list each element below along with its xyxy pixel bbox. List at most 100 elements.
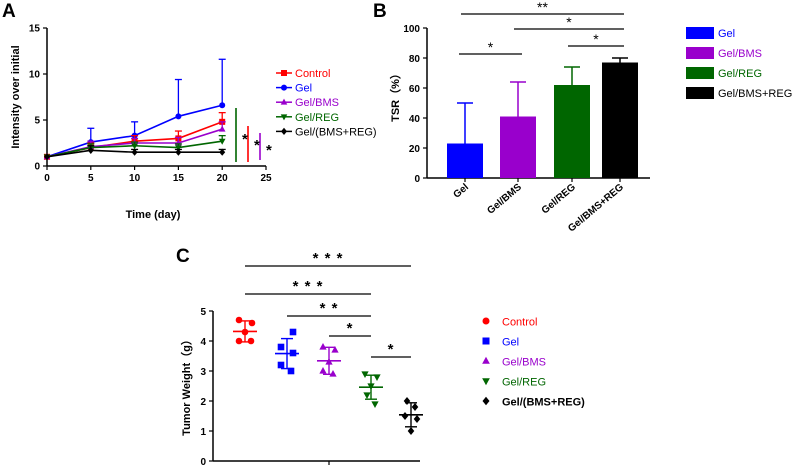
panel-b-legend-swatch-gel-bms-reg bbox=[686, 87, 714, 99]
panel-c-point-gel-bms bbox=[329, 370, 337, 377]
panel-c-significance-label: * * * bbox=[313, 250, 344, 267]
panel-a-significance-star: * bbox=[242, 131, 248, 148]
panel-c-point-gel-bms-reg bbox=[407, 427, 415, 435]
panel-b-letter: B bbox=[373, 1, 387, 22]
panel-b-legend-label-gel-reg: Gel/REG bbox=[718, 68, 762, 80]
panel-a-legend-marker-gel-bms bbox=[280, 98, 288, 105]
panel-b-xtick-label-gel-bms: Gel/BMS bbox=[485, 182, 524, 217]
panel-a-point-gel bbox=[175, 113, 182, 120]
panel-c-point-control bbox=[235, 337, 243, 345]
panel-c-point-gel-reg bbox=[371, 401, 379, 408]
panel-b-significance-label: ** bbox=[537, 0, 548, 15]
panel-a-point-gel-bms-reg bbox=[175, 148, 182, 156]
panel-b-bar-gel-bms-reg bbox=[602, 62, 638, 178]
panel-b-xtick-label-gel-reg: Gel/REG bbox=[540, 182, 578, 217]
panel-a-significance-star: * bbox=[266, 142, 272, 159]
panel-b-ytick-label: 0 bbox=[414, 174, 420, 185]
panel-c-legend-label-gel-bms-reg: Gel/(BMS+REG) bbox=[502, 397, 585, 409]
panel-a-legend-marker-gel bbox=[281, 84, 287, 91]
panel-a-ylabel: Intensity over initial bbox=[10, 45, 22, 148]
panel-c-point-gel bbox=[289, 328, 297, 336]
panel-a-xtick-label: 20 bbox=[217, 173, 229, 184]
panel-b-bar-gel bbox=[447, 143, 483, 178]
panel-c-scatter-chart: Tumor Weight（g） 0 1 2 3 4 5 * * * * * * * * * * Con… bbox=[180, 250, 585, 467]
panel-b-ytick-label: 40 bbox=[409, 114, 421, 125]
panel-b-significance-label: * bbox=[566, 14, 572, 30]
panel-a-legend-marker-gel-bms-reg bbox=[281, 127, 287, 135]
panel-c-point-gel-bms bbox=[319, 343, 327, 350]
panel-c-legend-label-gel-bms: Gel/BMS bbox=[502, 357, 546, 369]
panel-c-point-gel bbox=[287, 367, 295, 375]
panel-c-letter: C bbox=[176, 246, 190, 267]
panel-a-xtick-label: 10 bbox=[129, 173, 141, 184]
panel-c-ytick-label: 3 bbox=[200, 367, 206, 378]
panel-b-ytick-label: 60 bbox=[409, 84, 421, 95]
panel-a-significance-star: * bbox=[254, 137, 260, 154]
panel-b-bar-chart: TSR（%） 0 20 40 60 80 100 Gel Gel/BMS Gel/REG Gel/… bbox=[389, 0, 792, 234]
panel-a-point-gel-bms bbox=[218, 125, 226, 132]
panel-a-point-gel-reg bbox=[175, 145, 182, 152]
panel-a-legend-marker-gel-reg bbox=[280, 114, 288, 121]
panel-a-legend-label-gel-bms: Gel/BMS bbox=[295, 97, 339, 109]
panel-a-point-gel bbox=[219, 102, 226, 109]
panel-b-legend-swatch-gel bbox=[686, 27, 714, 39]
panel-c-significance-label: * bbox=[388, 341, 395, 358]
panel-c-ytick-label: 1 bbox=[200, 427, 206, 438]
panel-b-ylabel: TSR（%） bbox=[389, 68, 402, 122]
panel-c-point-gel-bms-reg bbox=[413, 415, 421, 423]
panel-c-legend-marker-gel-bms bbox=[482, 356, 490, 364]
panel-c-point-gel-reg bbox=[363, 392, 371, 399]
panel-a-ytick-label: 10 bbox=[29, 70, 41, 81]
panel-a-xtick-label: 15 bbox=[173, 173, 185, 184]
panel-a-point-gel-bms-reg bbox=[131, 148, 138, 156]
panel-c-ytick-label: 4 bbox=[200, 337, 206, 348]
panel-c-point-control bbox=[247, 337, 255, 345]
panel-c-point-gel bbox=[277, 343, 285, 351]
panel-a-point-gel-reg bbox=[131, 143, 138, 150]
panel-c-legend-marker-control bbox=[482, 317, 490, 325]
panel-b-ytick-label: 20 bbox=[409, 144, 421, 155]
panel-b-ytick-label: 80 bbox=[409, 54, 421, 65]
panel-a-point-gel-reg bbox=[218, 138, 226, 145]
panel-b-xtick-label-gel: Gel bbox=[452, 182, 472, 201]
panel-a-legend-label-gel-bms-reg: Gel/(BMS+REG) bbox=[295, 126, 377, 138]
panel-a-legend-label-gel-reg: Gel/REG bbox=[295, 112, 339, 124]
panel-c-point-control bbox=[235, 316, 243, 324]
panel-c-point-gel-bms bbox=[319, 367, 327, 374]
panel-b-legend-swatch-gel-reg bbox=[686, 67, 714, 79]
panel-a-point-gel-bms-reg bbox=[87, 146, 94, 154]
panel-a-ytick-label: 5 bbox=[34, 116, 40, 127]
panel-b-significance-label: * bbox=[593, 31, 599, 47]
panel-c-point-gel-bms-reg bbox=[403, 397, 411, 405]
panel-c-legend-marker-gel bbox=[482, 337, 490, 345]
panel-c-ytick-label: 2 bbox=[200, 397, 206, 408]
panel-c-ylabel: Tumor Weight（g） bbox=[180, 334, 193, 436]
panel-c-legend-label-gel-reg: Gel/REG bbox=[502, 377, 546, 389]
panel-a-ytick-label: 0 bbox=[34, 162, 40, 173]
panel-c-point-gel-bms-reg bbox=[411, 403, 419, 411]
panel-b-bar-gel-reg bbox=[554, 85, 590, 178]
panel-a-point-gel-bms-reg bbox=[219, 148, 226, 156]
panel-b-ytick-label: 100 bbox=[403, 24, 420, 35]
panel-c-point-gel-bms-reg bbox=[401, 412, 409, 420]
panel-c-ytick-label: 0 bbox=[200, 457, 206, 467]
panel-a-xtick-label: 5 bbox=[88, 173, 94, 184]
panel-a-xtick-label: 25 bbox=[260, 173, 272, 184]
panel-c-legend-label-gel: Gel bbox=[502, 337, 519, 349]
panel-a-legend-label-control: Control bbox=[295, 68, 330, 80]
panel-c-legend-marker-gel-bms-reg bbox=[482, 396, 490, 406]
panel-b-bar-gel-bms bbox=[500, 116, 536, 178]
panel-c-significance-label: * * * bbox=[293, 278, 324, 295]
panel-c-point-gel-reg bbox=[373, 374, 381, 381]
panel-c-significance-label: * bbox=[347, 320, 354, 337]
panel-a-xtick-label: 0 bbox=[44, 173, 50, 184]
panel-c-ytick-label: 5 bbox=[200, 307, 206, 318]
panel-c-point-gel bbox=[277, 361, 285, 369]
panel-b-legend-label-gel-bms: Gel/BMS bbox=[718, 48, 762, 60]
panel-a-letter: A bbox=[2, 1, 16, 22]
panel-b-legend-swatch-gel-bms bbox=[686, 47, 714, 59]
panel-b-significance-label: * bbox=[488, 39, 494, 55]
panel-a-line-chart: Intensity over initial Time (day) 0 5 10 15… bbox=[10, 24, 377, 222]
panel-a-legend-marker-control bbox=[281, 70, 287, 76]
